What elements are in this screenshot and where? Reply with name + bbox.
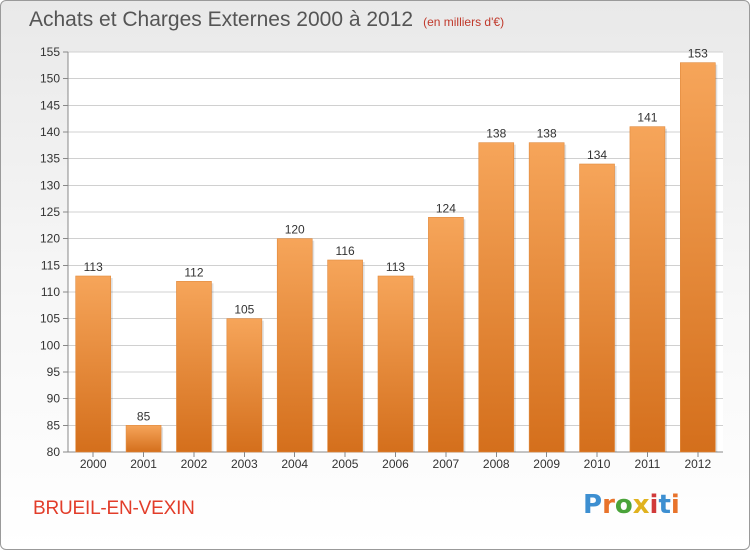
bar xyxy=(327,259,363,453)
y-tick-label: 80 xyxy=(47,445,61,459)
data-label: 120 xyxy=(285,223,305,237)
x-tick-label: 2011 xyxy=(635,457,661,471)
data-label: 134 xyxy=(587,148,607,162)
x-tick-label: 2000 xyxy=(80,457,107,471)
data-label: 105 xyxy=(234,303,254,317)
data-label: 116 xyxy=(336,244,355,258)
bar xyxy=(428,217,464,453)
bar xyxy=(226,318,263,453)
x-tick-label: 2007 xyxy=(433,457,460,471)
y-tick-label: 120 xyxy=(40,232,60,246)
y-tick-label: 140 xyxy=(40,125,60,139)
logo-letter: i xyxy=(649,490,659,520)
chart-unit: (en milliers d'€) xyxy=(423,15,505,29)
y-tick-label: 95 xyxy=(47,365,61,379)
logo-letter: o xyxy=(614,490,633,520)
chart-title-text: Achats et Charges Externes 2000 à 2012 xyxy=(29,8,414,31)
y-tick-label: 135 xyxy=(40,152,60,166)
logo-letter: r xyxy=(602,490,615,520)
logo-letter: P xyxy=(583,490,603,520)
y-tick-label: 85 xyxy=(47,418,61,432)
data-label: 153 xyxy=(688,47,708,61)
bar xyxy=(377,275,414,453)
data-label: 138 xyxy=(537,127,557,141)
bar xyxy=(528,142,565,453)
proxiti-logo: Proxiti xyxy=(583,490,680,520)
data-label: 141 xyxy=(637,111,657,125)
y-tick-label: 100 xyxy=(40,338,60,352)
bar xyxy=(478,142,515,453)
bar xyxy=(276,238,313,453)
x-tick-label: 2006 xyxy=(382,457,409,471)
x-tick-label: 2002 xyxy=(181,457,208,471)
bar xyxy=(680,62,716,453)
x-tick-label: 2009 xyxy=(533,457,560,471)
x-tick-label: 2008 xyxy=(483,457,510,471)
chart-title: Achats et Charges Externes 2000 à 2012 (e… xyxy=(29,8,504,32)
bar xyxy=(176,281,212,453)
x-tick-label: 2003 xyxy=(231,457,258,471)
logo-letter: t xyxy=(658,490,671,520)
bar xyxy=(75,275,111,453)
x-tick-label: 2001 xyxy=(130,457,157,471)
bar xyxy=(579,163,615,453)
x-tick-label: 2012 xyxy=(684,457,711,471)
data-label: 124 xyxy=(436,201,456,215)
town-name: BRUEIL-EN-VEXIN xyxy=(33,498,195,519)
y-tick-label: 150 xyxy=(40,72,60,86)
bar xyxy=(125,425,162,453)
y-tick-label: 115 xyxy=(41,258,60,272)
data-label: 85 xyxy=(137,409,151,423)
y-tick-label: 145 xyxy=(40,98,60,112)
data-label: 113 xyxy=(84,260,103,274)
data-label: 138 xyxy=(486,127,506,141)
y-tick-label: 155 xyxy=(40,45,60,59)
data-label: 112 xyxy=(184,265,203,279)
logo-letter: x xyxy=(632,490,650,520)
bar xyxy=(629,126,666,453)
logo-letter: i xyxy=(670,490,680,520)
y-tick-label: 110 xyxy=(41,285,60,299)
x-tick-label: 2005 xyxy=(332,457,359,471)
y-tick-label: 125 xyxy=(40,205,60,219)
data-label: 113 xyxy=(386,260,405,274)
x-tick-label: 2004 xyxy=(281,457,308,471)
y-tick-label: 90 xyxy=(47,392,61,406)
y-tick-label: 105 xyxy=(40,312,60,326)
x-tick-label: 2010 xyxy=(584,457,611,471)
y-tick-label: 130 xyxy=(40,178,60,192)
